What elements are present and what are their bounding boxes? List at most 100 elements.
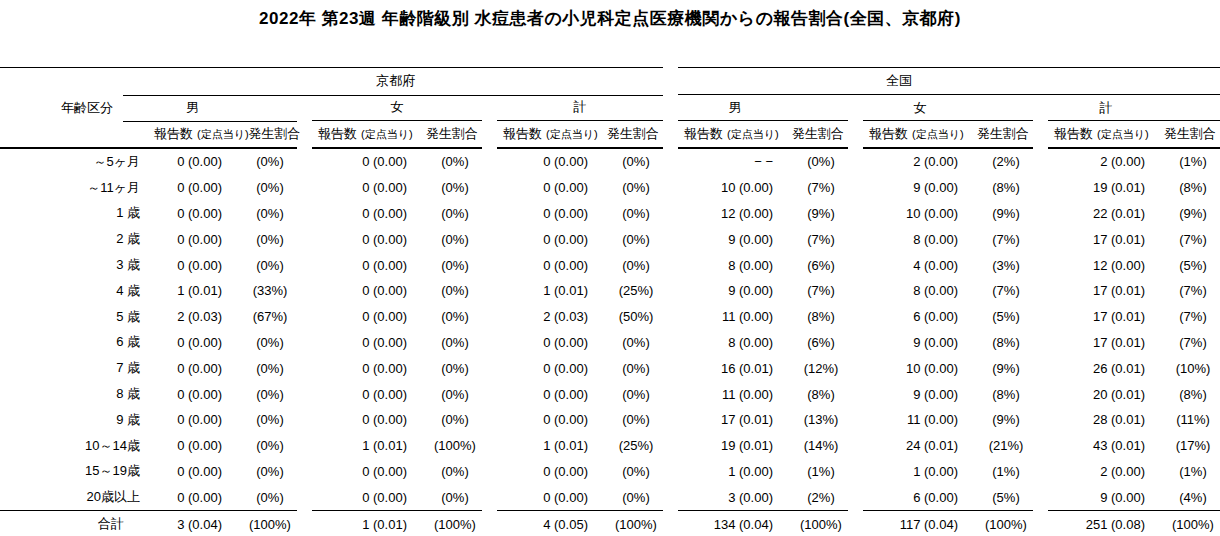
column-gap bbox=[848, 201, 863, 227]
count-cell: 9 (0.00) bbox=[863, 381, 979, 407]
column-gap bbox=[297, 330, 312, 356]
column-gap bbox=[1033, 355, 1048, 381]
table-row: 9 歳0 (0.00)(0%)0 (0.00)(0%)0 (0.00)(0%)1… bbox=[0, 407, 1220, 433]
column-gap bbox=[482, 278, 497, 304]
rate-cell: (0%) bbox=[609, 201, 663, 227]
rate-cell: (7%) bbox=[1166, 330, 1220, 356]
age-cell: 1 歳 bbox=[0, 201, 148, 227]
table-row: ～5ヶ月0 (0.00)(0%)0 (0.00)(0%)0 (0.00)(0%)… bbox=[0, 148, 1220, 175]
age-cell: 10～14歳 bbox=[0, 433, 148, 459]
count-cell: 0 (0.00) bbox=[312, 381, 428, 407]
age-cell: 6 歳 bbox=[0, 330, 148, 356]
rate-cell: (0%) bbox=[609, 175, 663, 201]
column-gap bbox=[297, 355, 312, 381]
column-gap bbox=[1033, 511, 1048, 536]
count-cell: 0 (0.00) bbox=[148, 226, 243, 252]
age-distribution-table: 年齢区分 京都府 全国 男 女 計 男 女 計 報告数(定点当り)発生割合報告数… bbox=[0, 67, 1220, 536]
column-gap bbox=[482, 304, 497, 330]
count-cell: 0 (0.00) bbox=[312, 278, 428, 304]
rate-cell: (9%) bbox=[794, 201, 848, 227]
count-cell: 11 (0.00) bbox=[678, 304, 794, 330]
count-cell: 28 (0.01) bbox=[1048, 407, 1166, 433]
age-cell: 8 歳 bbox=[0, 381, 148, 407]
column-gap bbox=[663, 175, 678, 201]
age-cell: 2 歳 bbox=[0, 226, 148, 252]
table-row: 5 歳2 (0.03)(67%)0 (0.00)(0%)2 (0.03)(50%… bbox=[0, 304, 1220, 330]
count-cell: 4 (0.05) bbox=[497, 511, 609, 536]
table-row: 8 歳0 (0.00)(0%)0 (0.00)(0%)0 (0.00)(0%)1… bbox=[0, 381, 1220, 407]
age-cell: 20歳以上 bbox=[0, 484, 148, 510]
count-cell: 20 (0.01) bbox=[1048, 381, 1166, 407]
subheader-count-label: 報告数 bbox=[154, 125, 193, 143]
count-cell: 6 (0.00) bbox=[863, 304, 979, 330]
column-gap bbox=[297, 484, 312, 510]
count-cell: 22 (0.01) bbox=[1048, 201, 1166, 227]
count-cell: 0 (0.00) bbox=[497, 407, 609, 433]
column-gap bbox=[482, 407, 497, 433]
rate-cell: (0%) bbox=[243, 201, 297, 227]
count-cell: 0 (0.00) bbox=[148, 407, 243, 433]
count-cell: 117 (0.04) bbox=[863, 511, 979, 536]
rate-cell: (100%) bbox=[979, 511, 1033, 536]
column-gap bbox=[848, 407, 863, 433]
count-cell: 1 (0.00) bbox=[678, 459, 794, 485]
column-gap bbox=[848, 252, 863, 278]
column-gap bbox=[297, 407, 312, 433]
count-cell: 0 (0.00) bbox=[312, 175, 428, 201]
column-gap bbox=[848, 381, 863, 407]
rate-cell: (0%) bbox=[243, 252, 297, 278]
column-gap bbox=[663, 95, 678, 121]
header-gender-kyoto-female: 女 bbox=[312, 95, 482, 121]
count-cell: 0 (0.00) bbox=[312, 201, 428, 227]
rate-cell: (7%) bbox=[979, 278, 1033, 304]
table-row-total: 合計3 (0.04)(100%)1 (0.01)(100%)4 (0.05)(1… bbox=[0, 511, 1220, 536]
subheader-count-label: 報告数 bbox=[1054, 125, 1093, 143]
count-cell: 134 (0.04) bbox=[678, 511, 794, 536]
rate-cell: (0%) bbox=[609, 459, 663, 485]
column-gap bbox=[1033, 407, 1048, 433]
column-gap bbox=[663, 68, 678, 95]
column-gap bbox=[297, 304, 312, 330]
count-cell: 9 (0.00) bbox=[1048, 484, 1166, 510]
column-gap bbox=[848, 330, 863, 356]
measure-header-row: 報告数(定点当り)発生割合報告数(定点当り)発生割合報告数(定点当り)発生割合報… bbox=[0, 121, 1220, 149]
count-cell: 43 (0.01) bbox=[1048, 433, 1166, 459]
count-cell: 9 (0.00) bbox=[863, 175, 979, 201]
column-gap bbox=[297, 226, 312, 252]
rate-cell: (9%) bbox=[979, 407, 1033, 433]
count-cell: 2 (0.00) bbox=[1048, 459, 1166, 485]
count-cell: 4 (0.00) bbox=[863, 252, 979, 278]
rate-cell: (1%) bbox=[794, 459, 848, 485]
subheader-group-5: 報告数(定点当り)発生割合 bbox=[1048, 121, 1220, 149]
count-cell: 8 (0.00) bbox=[678, 252, 794, 278]
column-gap bbox=[663, 201, 678, 227]
rate-cell: (50%) bbox=[609, 304, 663, 330]
count-cell: 8 (0.00) bbox=[678, 330, 794, 356]
subheader-rate-label: 発生割合 bbox=[977, 125, 1029, 143]
count-cell: 0 (0.00) bbox=[312, 355, 428, 381]
subheader-per-sentinel-label: (定点当り) bbox=[546, 127, 598, 142]
count-cell: 17 (0.01) bbox=[1048, 278, 1166, 304]
rate-cell: (0%) bbox=[243, 381, 297, 407]
count-cell: 0 (0.00) bbox=[497, 175, 609, 201]
rate-cell: (0%) bbox=[243, 148, 297, 175]
subheader-count-label: 報告数 bbox=[684, 125, 723, 143]
rate-cell: (0%) bbox=[609, 252, 663, 278]
count-cell: 9 (0.00) bbox=[678, 278, 794, 304]
rate-cell: (8%) bbox=[979, 175, 1033, 201]
column-gap bbox=[663, 355, 678, 381]
subheader-rate-label: 発生割合 bbox=[607, 125, 659, 143]
column-gap bbox=[1033, 330, 1048, 356]
column-gap bbox=[297, 252, 312, 278]
count-cell: 0 (0.00) bbox=[312, 330, 428, 356]
column-gap bbox=[1033, 252, 1048, 278]
column-gap bbox=[663, 330, 678, 356]
count-cell: 1 (0.01) bbox=[312, 433, 428, 459]
count-cell: 11 (0.00) bbox=[863, 407, 979, 433]
count-cell: 19 (0.01) bbox=[678, 433, 794, 459]
rate-cell: (0%) bbox=[428, 484, 482, 510]
count-cell: 0 (0.00) bbox=[312, 484, 428, 510]
column-gap bbox=[482, 381, 497, 407]
rate-cell: (4%) bbox=[1166, 484, 1220, 510]
rate-cell: (13%) bbox=[794, 407, 848, 433]
